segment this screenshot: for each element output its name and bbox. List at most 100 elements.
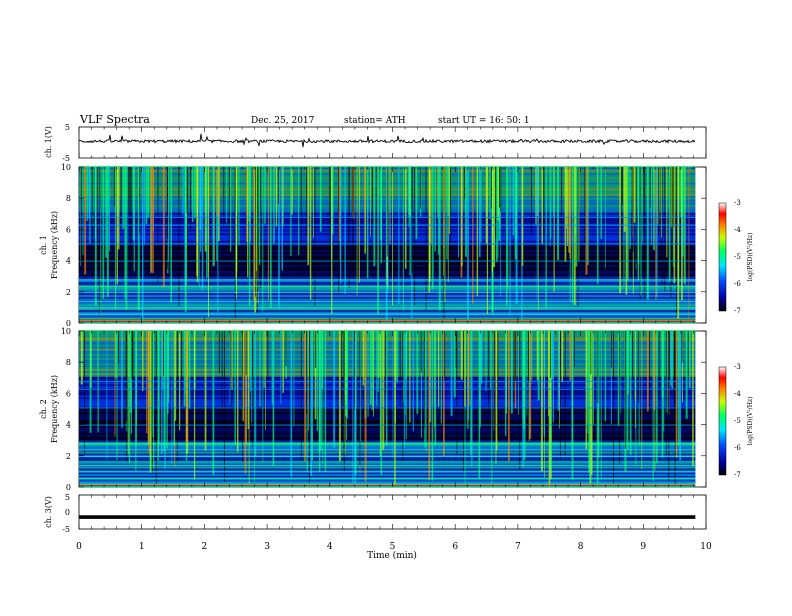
spec-band (79, 321, 696, 324)
spec-line (79, 301, 696, 303)
spec-gap (513, 331, 515, 403)
spec-gap (285, 331, 287, 366)
panel-ch3-frame (78, 494, 707, 530)
spec-streak (320, 331, 322, 451)
spec-streak (174, 331, 177, 421)
spec-streak (495, 167, 498, 263)
spec-streak (152, 331, 154, 438)
spec-streak (377, 331, 379, 392)
spec-streak (392, 331, 394, 458)
spec-streak (147, 167, 150, 218)
spec-streak (449, 167, 451, 235)
spec-streak (408, 167, 410, 228)
spec2-ylabel: Frequency (kHz) (50, 375, 59, 443)
spec-streak (133, 167, 135, 272)
spec-streak (331, 167, 334, 235)
spec-streak (670, 331, 672, 386)
ch3-ylabel: ch. 3(V) (44, 496, 53, 528)
spec-streak (94, 167, 97, 239)
colorbar-ch2-tick-3: -6 (734, 444, 741, 452)
spec-streak (144, 167, 145, 245)
spec-streak (476, 167, 479, 297)
spec-streak (505, 331, 507, 436)
spec-streak (106, 331, 108, 460)
spec-streak (464, 331, 466, 483)
spec-streak (163, 331, 166, 451)
spec-streak (238, 167, 240, 246)
spec-streak (528, 331, 530, 441)
spec-streak (434, 331, 437, 446)
spec-line (79, 319, 696, 321)
spec-streak (442, 167, 444, 276)
spec-streak (208, 167, 210, 318)
spec-band (79, 462, 696, 465)
colorbar-ch1-tick-0: -3 (734, 199, 741, 207)
spec-streak (162, 331, 164, 389)
spec-streak (507, 167, 509, 289)
spec-gap (181, 331, 182, 407)
spec-streak (549, 167, 551, 247)
spec-streak (204, 331, 207, 451)
spec-streak (217, 167, 220, 242)
spec-gap (658, 331, 660, 426)
spec-streak (230, 331, 233, 390)
spec-band (79, 473, 696, 476)
spec-streak (148, 331, 151, 455)
x-tick-label: 2 (202, 542, 208, 552)
spec-band (79, 457, 696, 460)
spec-streak (281, 167, 283, 271)
spec-streak (115, 167, 117, 310)
spec-streak (685, 331, 688, 419)
spec-gap (495, 167, 497, 240)
spec-streak (380, 331, 383, 475)
spec-streak (254, 331, 255, 482)
spec-line (79, 388, 696, 390)
spec-streak (100, 167, 102, 314)
figure-start-time: start UT = 16: 50: 1 (438, 116, 530, 126)
figure-station: station= ATH (344, 116, 406, 126)
spec-streak (478, 167, 481, 258)
spec-gap (223, 167, 225, 227)
spec-gap (151, 331, 153, 474)
spec-streak (604, 331, 607, 422)
spec-streak (460, 331, 463, 380)
spec-streak (269, 167, 272, 308)
spec-streak (290, 167, 292, 257)
spec-streak (157, 331, 159, 461)
spec-streak (677, 167, 680, 319)
spec-gap (385, 331, 387, 393)
x-tick-label: 4 (327, 542, 333, 552)
spec-streak (634, 331, 636, 391)
spec-streak (437, 167, 440, 255)
spec-streak (465, 167, 467, 257)
spec-gap (493, 331, 495, 442)
spec-gap (411, 167, 413, 274)
spec-ytick-label: 10 (61, 163, 71, 172)
spec-streak (166, 331, 168, 449)
spec-gap (259, 167, 261, 289)
spec-gap (639, 167, 641, 300)
spec-streak (518, 331, 519, 415)
ch1-ylabel: ch. 1(V) (44, 126, 53, 158)
spec-streak (623, 167, 626, 232)
spec-streak (229, 167, 232, 252)
spec-gap (126, 331, 128, 462)
spec-streak (403, 331, 404, 403)
spec-line (79, 424, 696, 426)
spec-gap (218, 331, 220, 374)
panel-ch1-spectrogram: ch. 1 Frequency (kHz) 0 2 4 6 8 10 (39, 163, 707, 328)
spec-streak (688, 167, 690, 320)
spec-gap (176, 331, 178, 462)
spec-streak (688, 331, 691, 388)
spec-streak (125, 167, 128, 310)
spec-streak (229, 331, 231, 406)
spec-streak (497, 167, 500, 221)
spec-streak (425, 331, 427, 451)
spec-streak (106, 167, 109, 297)
colorbar-ch2: -3 -4 -5 -6 -7 log(PSD)(V²/Hz) (718, 363, 754, 479)
spec-streak (617, 331, 620, 426)
spec-gap (245, 331, 247, 376)
spec-streak (481, 331, 483, 384)
spec-streak (216, 167, 218, 261)
spec-streak (128, 331, 131, 464)
